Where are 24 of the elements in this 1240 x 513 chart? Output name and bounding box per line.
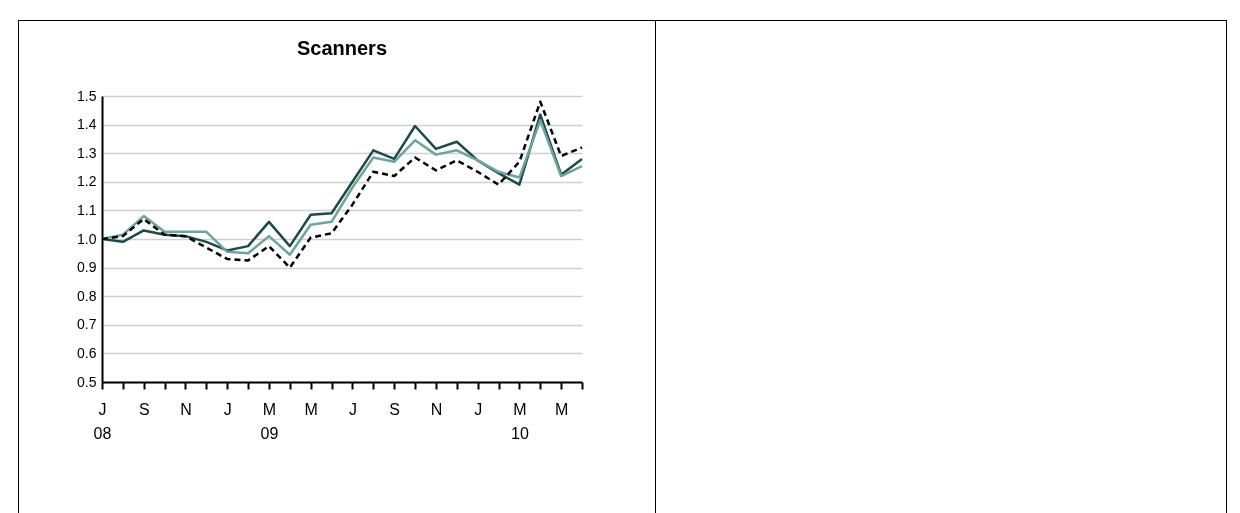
x-tick-label: J <box>348 400 357 418</box>
chart-title: Scanners <box>296 37 388 59</box>
y-tick-label: 1.2 <box>77 173 97 190</box>
x-tick-label: M 10 <box>510 400 529 442</box>
y-tick-label: 0.8 <box>77 287 97 304</box>
x-tick-label: J <box>223 400 232 418</box>
x-tick-label: J 08 <box>93 400 112 442</box>
x-tick-label: J <box>474 400 483 418</box>
y-tick-label: 0.5 <box>77 373 97 390</box>
y-tick-label: 1.3 <box>77 144 97 161</box>
x-tick-label: S <box>138 400 150 418</box>
y-tick-label: 1.1 <box>77 201 97 218</box>
y-tick-label: 0.6 <box>77 344 97 361</box>
y-tick-label: 0.9 <box>77 259 97 276</box>
y-tick-label: 1.0 <box>77 230 97 247</box>
x-tick-label: M <box>554 400 569 418</box>
y-tick-label: 0.7 <box>77 316 97 333</box>
x-tick-label: S <box>389 400 401 418</box>
x-tick-label: N <box>430 400 443 418</box>
x-tick-label: N <box>180 400 192 418</box>
x-tick-label: M <box>304 400 318 418</box>
y-tick-label: 1.4 <box>77 116 97 133</box>
y-tick-label: 1.5 <box>77 87 97 104</box>
x-tick-label: M 09 <box>260 400 279 442</box>
